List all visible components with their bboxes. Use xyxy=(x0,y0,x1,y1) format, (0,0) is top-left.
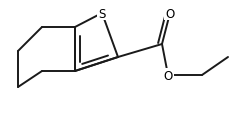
Text: S: S xyxy=(98,7,106,20)
Text: O: O xyxy=(163,69,173,82)
Text: O: O xyxy=(165,7,175,20)
